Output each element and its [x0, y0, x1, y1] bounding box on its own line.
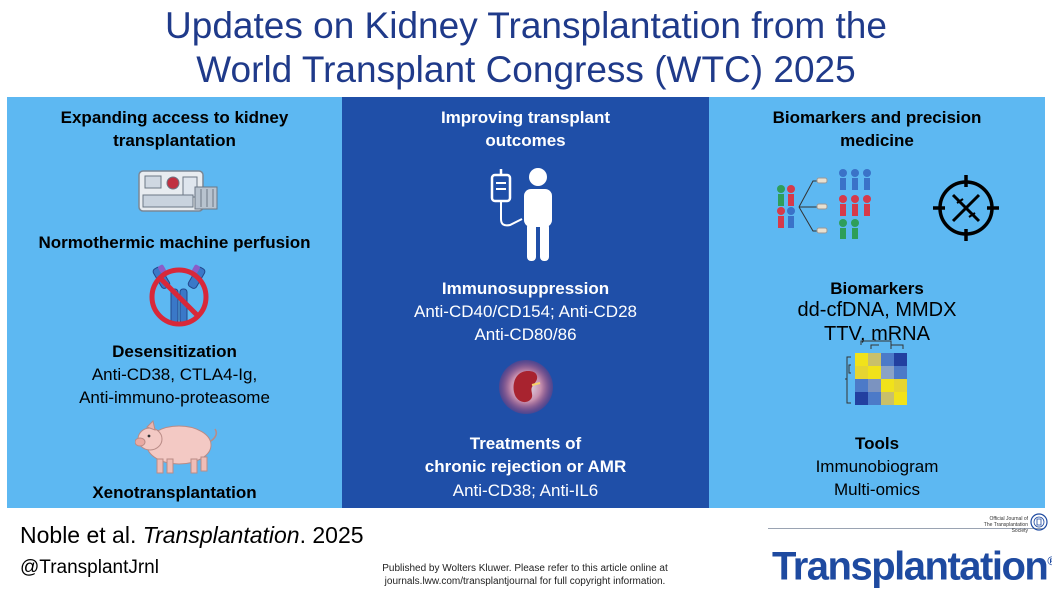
- heading-line: outcomes: [485, 131, 566, 150]
- brand-tagline: Official Journal of The Transplantation …: [968, 516, 1028, 534]
- citation: Noble et al. Transplantation. 2025: [20, 520, 364, 550]
- item-chronic-rejection-line-1: Anti-CD38; Anti-IL6: [452, 481, 599, 500]
- item-tools-line-1: Immunobiogram: [815, 457, 939, 476]
- journal-logo: Transplantation®: [772, 537, 1052, 590]
- heading-line: Biomarkers and precision: [772, 108, 982, 127]
- dna-target-icon: [933, 175, 999, 241]
- heading-line: medicine: [840, 131, 914, 150]
- heatmap-icon: [845, 339, 907, 405]
- citation-year: . 2025: [299, 522, 364, 548]
- item-immunosuppression-line-2: Anti-CD80/86: [474, 325, 577, 344]
- perfusion-machine-icon: [138, 170, 218, 212]
- brand-divider: [768, 528, 1043, 529]
- heading-line: transplantation: [113, 131, 236, 150]
- twitter-handle[interactable]: @TransplantJrnl: [20, 557, 159, 578]
- panel-improving-outcomes: Improving transplant outcomes Immunosupp…: [342, 97, 709, 508]
- kidney-icon: [499, 360, 553, 414]
- society-seal-icon: [1030, 513, 1048, 531]
- title-line-1: Updates on Kidney Transplantation from t…: [165, 5, 887, 46]
- patient-stratification-icon: [777, 169, 871, 239]
- publisher-note-line: journals.lww.com/transplantjournal for f…: [384, 576, 666, 587]
- panel-heading: Biomarkers and precision medicine: [709, 106, 1045, 152]
- prohibited-antibody-icon: [149, 264, 209, 327]
- title-line-2: World Transplant Congress (WTC) 2025: [196, 49, 856, 90]
- registered-mark: ®: [1047, 554, 1052, 568]
- item-immunosuppression-title: Immunosuppression: [441, 279, 610, 298]
- item-biomarkers-title: Biomarkers: [830, 279, 924, 298]
- heading-line: Improving transplant: [440, 108, 611, 127]
- publisher-note-line: Published by Wolters Kluwer. Please refe…: [382, 563, 668, 574]
- iv-patient-icon: [490, 168, 552, 261]
- item-xenotransplantation: Xenotransplantation: [92, 483, 257, 502]
- item-desensitization-title: Desensitization: [112, 342, 237, 361]
- item-desensitization-line-2: Anti-immuno-proteasome: [79, 388, 270, 407]
- title-line: chronic rejection or AMR: [424, 457, 627, 476]
- citation-authors: Noble et al.: [20, 522, 137, 548]
- citation-journal: Transplantation: [142, 522, 300, 548]
- item-tools-title: Tools: [854, 434, 900, 453]
- title-line: Treatments of: [469, 434, 582, 453]
- item-biomarkers-line-2: TTV, mRNA: [824, 323, 930, 345]
- item-immunosuppression-line-1: Anti-CD40/CD154; Anti-CD28: [414, 302, 637, 321]
- tagline-line: The Transplantation Society: [983, 522, 1028, 534]
- item-desensitization-line-1: Anti-CD38, CTLA4-Ig,: [91, 365, 258, 384]
- heading-line: Expanding access to kidney: [60, 108, 289, 127]
- tagline-line: Official Journal of: [989, 516, 1028, 522]
- publisher-note: Published by Wolters Kluwer. Please refe…: [340, 562, 710, 588]
- item-biomarkers-line-1: dd-cfDNA, MMDX: [797, 299, 957, 321]
- item-tools-line-2: Multi-omics: [834, 480, 920, 499]
- pig-icon: [135, 420, 218, 474]
- panel-heading: Improving transplant outcomes: [342, 106, 709, 152]
- panel-heading: Expanding access to kidney transplantati…: [7, 106, 342, 152]
- panel-biomarkers: Biomarkers and precision medicine: [709, 97, 1045, 508]
- page-title: Updates on Kidney Transplantation from t…: [0, 4, 1052, 92]
- item-chronic-rejection-title: Treatments of chronic rejection or AMR: [342, 432, 709, 478]
- item-normothermic-perfusion: Normothermic machine perfusion: [38, 233, 311, 252]
- panel-expanding-access: Expanding access to kidney transplantati…: [7, 97, 342, 508]
- brand-name: Transplantation: [772, 544, 1049, 589]
